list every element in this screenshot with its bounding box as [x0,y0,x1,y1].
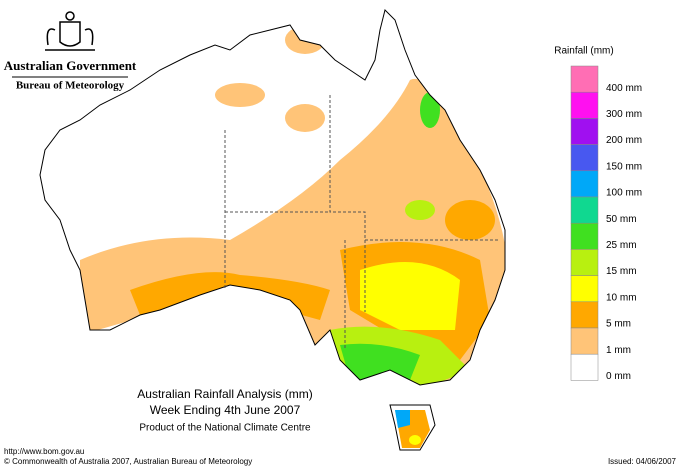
legend-swatch [570,170,599,198]
legend-swatch [570,275,599,303]
legend-label: 0 mm [606,371,631,382]
legend-label: 200 mm [606,135,642,146]
legend-label: 10 mm [606,292,637,303]
legend-swatch [570,249,599,276]
legend-label: 400 mm [606,83,642,94]
footer-copyright: © Commonwealth of Australia 2007, Austra… [4,457,252,466]
legend-label: 150 mm [606,161,642,172]
legend-label: 5 mm [606,319,631,330]
map-credit: Product of the National Climate Centre [139,423,311,434]
legend-label: 300 mm [606,109,642,120]
legend-label: 15 mm [606,266,637,277]
coat-of-arms [45,11,95,51]
legend-swatch [570,65,599,93]
legend-swatch [570,118,599,145]
legend-label: 1 mm [606,345,631,356]
government-name: Australian Government [4,58,137,73]
coastline [39,9,506,451]
legend-swatch [570,196,599,224]
legend-swatch [570,91,599,119]
legend-swatch [570,327,599,355]
footer-issued: Issued: 04/06/2007 [608,457,677,466]
legend-label: 50 mm [606,214,637,225]
bureau-name: Bureau of Meteorology [16,80,125,92]
legend-label: 25 mm [606,240,637,251]
map-subtitle: Week Ending 4th June 2007 [150,403,301,417]
legend-swatch [570,301,599,329]
legend-swatch [570,353,599,381]
legend-label: 100 mm [606,188,642,199]
footer-url: http://www.bom.gov.au [4,447,84,456]
state-borders [224,95,500,350]
map-title: Australian Rainfall Analysis (mm) [137,387,312,401]
legend-swatch [570,222,599,250]
legend-swatch [570,144,599,172]
legend: 400 mm 300 mm 200 mm 150 mm 100 mm 50 mm 25 mm… [570,65,642,382]
legend-title: Rainfall (mm) [554,46,613,57]
